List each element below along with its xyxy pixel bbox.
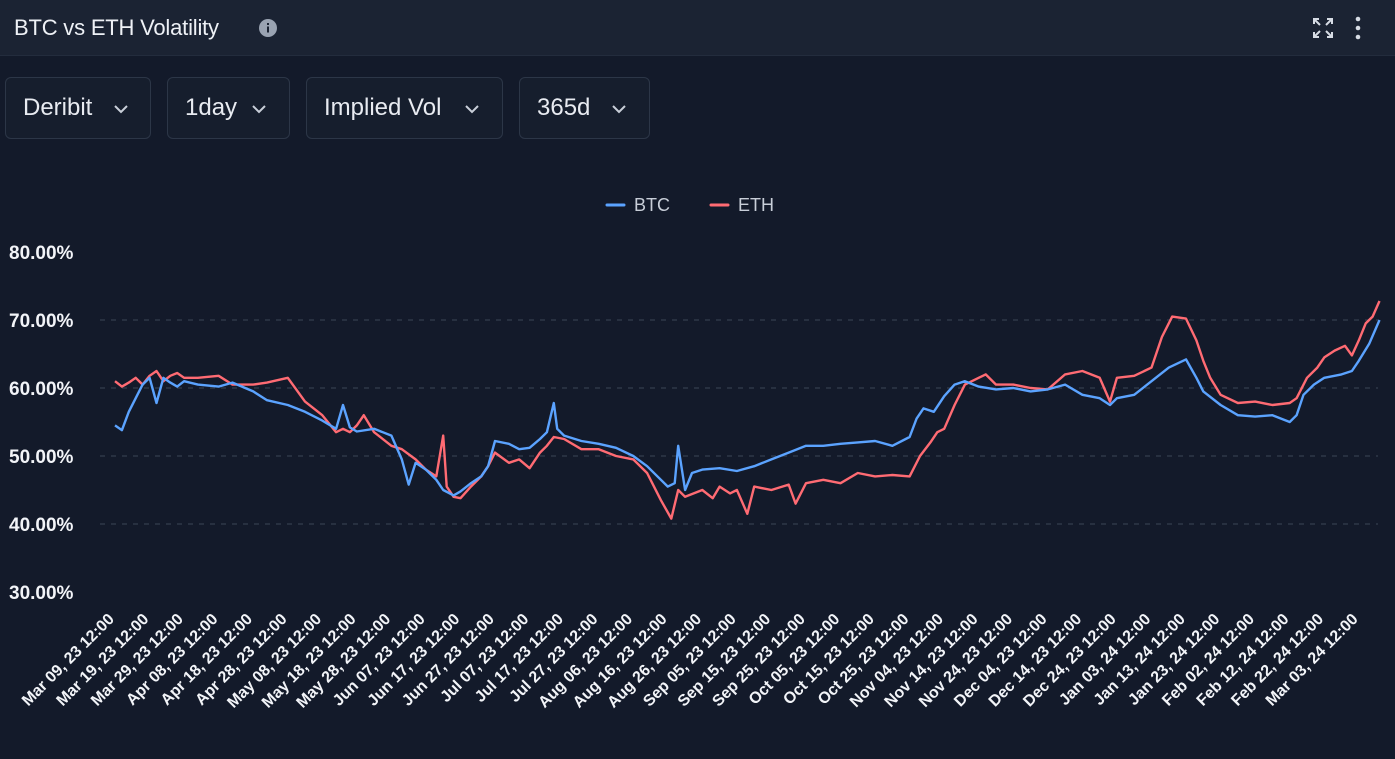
chevron-down-icon — [612, 105, 626, 114]
range-dropdown[interactable]: 365d — [519, 77, 650, 139]
range-dropdown-label: 365d — [537, 94, 591, 121]
y-axis: 80.00% 70.00% 60.00% 50.00% 40.00% 30.00% — [9, 243, 74, 604]
y-tick-label: 70.00% — [9, 311, 74, 332]
series-line-eth — [114, 300, 1381, 520]
y-tick-label: 50.00% — [9, 447, 74, 468]
expand-icon[interactable] — [1311, 16, 1335, 40]
exchange-dropdown[interactable]: Deribit — [5, 77, 151, 139]
widget-header: BTC vs ETH Volatility — [0, 0, 1395, 56]
exchange-dropdown-label: Deribit — [23, 94, 93, 121]
chart-legend: BTC ETH — [605, 195, 774, 215]
legend-label-eth[interactable]: ETH — [738, 195, 774, 215]
chart-lines — [114, 300, 1381, 520]
chevron-down-icon — [114, 105, 128, 114]
interval-dropdown[interactable]: 1day — [167, 77, 290, 139]
y-tick-label: 30.00% — [9, 583, 74, 604]
chevron-down-icon — [252, 105, 266, 114]
y-tick-label: 40.00% — [9, 515, 74, 536]
y-tick-label: 60.00% — [9, 379, 74, 400]
metric-dropdown[interactable]: Implied Vol — [306, 77, 503, 139]
widget-title: BTC vs ETH Volatility — [14, 15, 219, 40]
y-tick-label: 80.00% — [9, 243, 74, 264]
chevron-down-icon — [465, 105, 479, 114]
more-vertical-icon[interactable] — [1348, 14, 1368, 42]
chart-grid — [100, 319, 1378, 525]
legend-label-btc[interactable]: BTC — [634, 195, 670, 215]
volatility-chart: BTC ETH 80.00% 70.00% 60.00% 50.00% 40.00% 30.… — [9, 195, 1381, 712]
metric-dropdown-label: Implied Vol — [324, 94, 442, 121]
interval-dropdown-label: 1day — [185, 94, 238, 121]
info-icon[interactable] — [258, 18, 278, 38]
series-line-btc — [114, 319, 1381, 497]
